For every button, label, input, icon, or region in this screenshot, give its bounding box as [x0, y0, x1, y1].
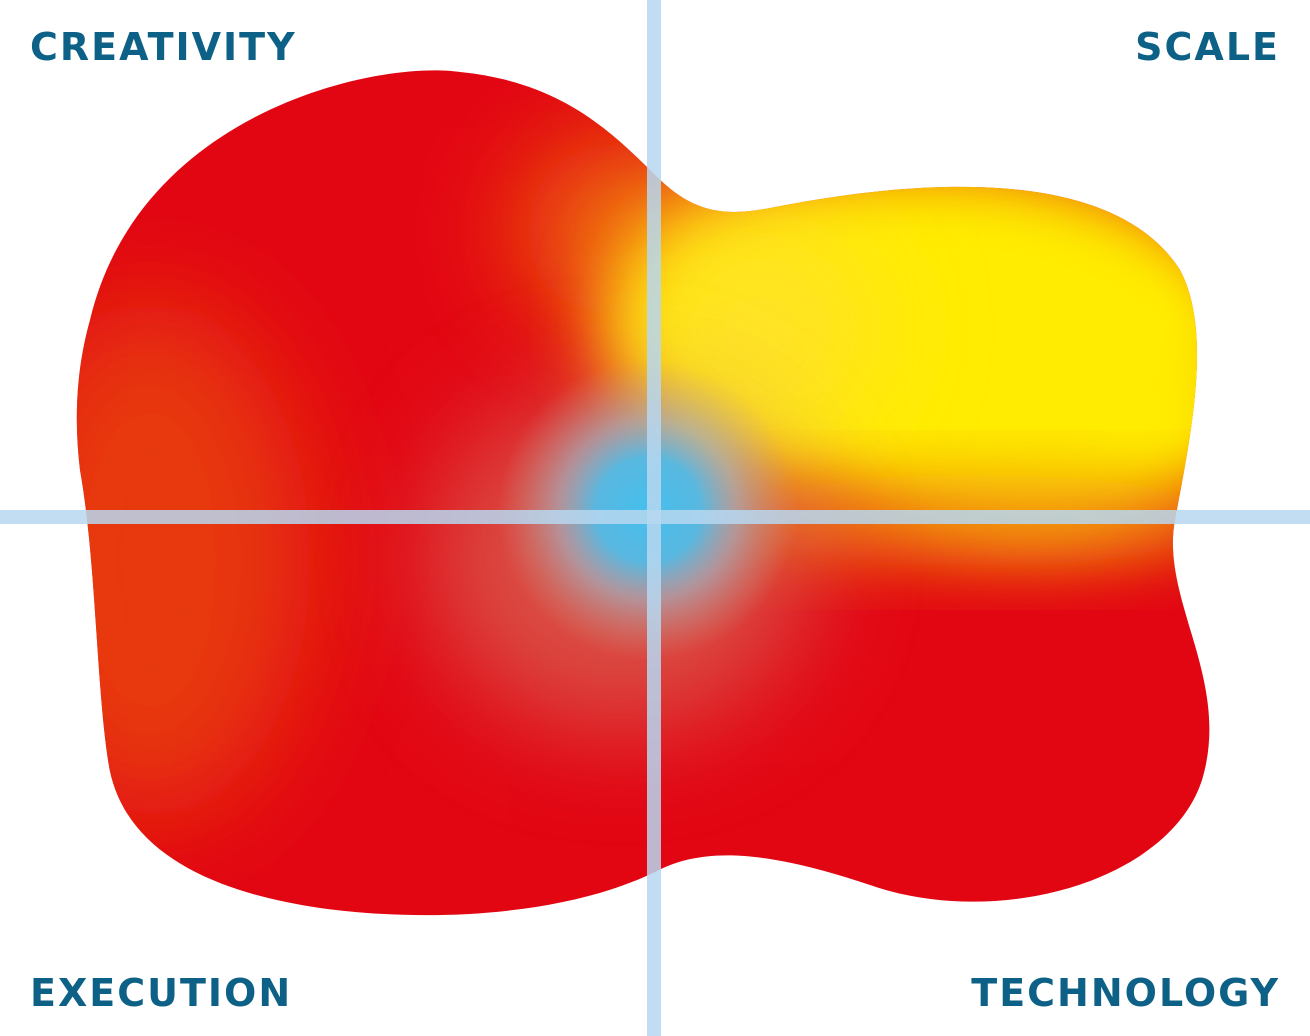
technology-label: TECHNOLOGY: [971, 971, 1280, 1015]
scale-label: SCALE: [1135, 25, 1280, 69]
execution-label: EXECUTION: [30, 971, 293, 1015]
horizontal-axis: [0, 510, 1310, 524]
creativity-label: CREATIVITY: [30, 25, 297, 69]
